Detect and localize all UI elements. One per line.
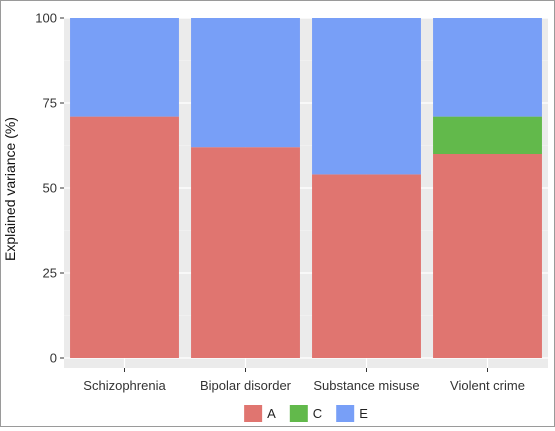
y-axis-title: Explained variance (%) <box>2 117 18 261</box>
bar-segment-e <box>312 18 421 175</box>
x-tick-label: Substance misuse <box>313 378 419 393</box>
x-tick-label: Violent crime <box>450 378 525 393</box>
bar-segment-e <box>191 18 300 148</box>
y-axis: 0 25 50 75 100 <box>35 11 64 366</box>
x-axis: Schizophrenia Bipolar disorder Substance m… <box>83 368 525 393</box>
bar-segment-a <box>191 147 300 358</box>
y-tick-label: 50 <box>43 181 57 196</box>
bar-segment-a <box>433 154 542 358</box>
y-tick-label: 25 <box>43 266 57 281</box>
bar-group <box>70 18 542 358</box>
legend-key-c <box>289 405 308 422</box>
legend-label: E <box>359 406 368 421</box>
x-tick-label: Bipolar disorder <box>200 378 292 393</box>
bar-segment-e <box>433 18 542 117</box>
y-tick-label: 100 <box>35 11 57 26</box>
bar-segment-e <box>70 18 179 117</box>
bar-segment-a <box>312 174 421 358</box>
y-tick-label: 75 <box>43 96 57 111</box>
legend-key-a <box>244 405 263 422</box>
legend-label: A <box>267 406 276 421</box>
y-tick-label: 0 <box>50 351 57 366</box>
bar-segment-c <box>433 116 542 154</box>
legend-key-e <box>336 405 355 422</box>
bar-segment-a <box>70 116 179 358</box>
x-tick-label: Schizophrenia <box>83 378 166 393</box>
legend-label: C <box>313 406 322 421</box>
